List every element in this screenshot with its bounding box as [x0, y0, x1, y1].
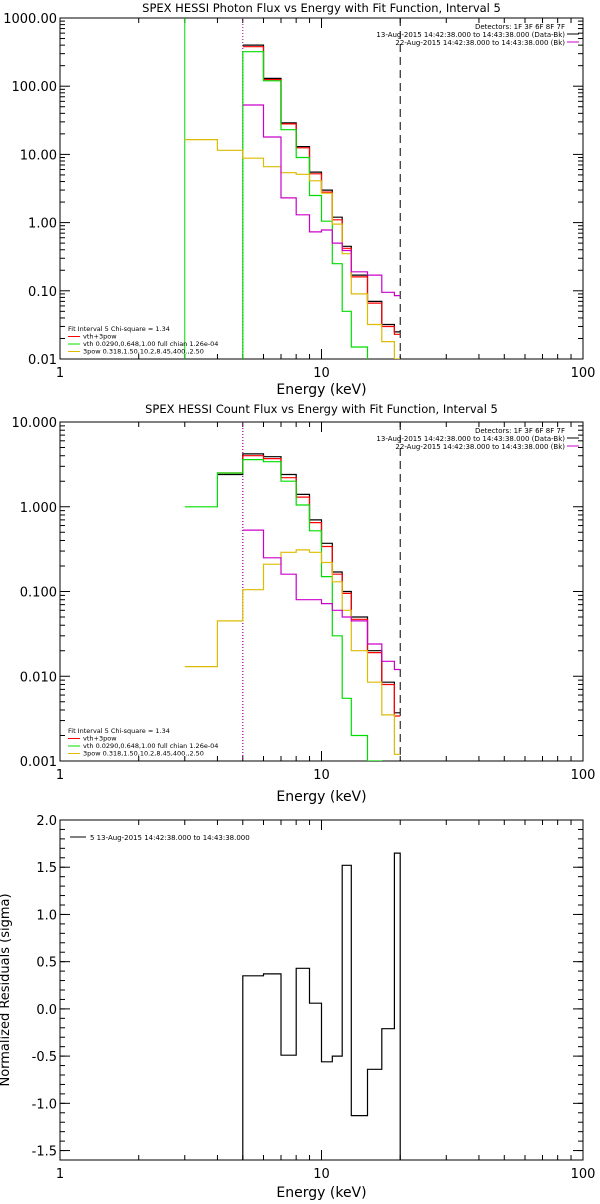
fit-legend-entry: 3pow 0.318,1.50,10.2,8.45,400.,2.50 — [83, 348, 204, 356]
fit-legend-entry: vth+3pow — [83, 333, 117, 341]
plot-area — [184, 453, 401, 761]
x-tick-label: 10 — [313, 366, 330, 381]
x-axis-label: Energy (keV) — [276, 1185, 366, 1200]
y-tick-label: 1.00 — [28, 217, 57, 232]
x-tick-label: 1 — [56, 366, 64, 381]
y-tick-label: 0.100 — [20, 586, 57, 601]
series-line-4 — [184, 139, 401, 359]
y-axis-label: Normalized Residuals (sigma) — [0, 893, 13, 1086]
x-tick-label: 100 — [571, 1167, 596, 1182]
series-line-1 — [242, 852, 401, 1160]
x-tick-label: 10 — [313, 768, 330, 783]
legend-entry: 5 13-Aug-2015 14:42:38.000 to 14:43:38.0… — [90, 834, 250, 842]
chart-panel-3: 1 10 100 -1.5 -1.0 -0.5 0.0 0.5 1.0 1.5 2.0 Energy … — [0, 814, 596, 1201]
legend-entry: Detectors: 1F 3F 6F 8F 7F — [475, 23, 565, 31]
series-line-3 — [184, 459, 383, 761]
series-line-4 — [184, 549, 401, 755]
chart-panel-2: SPEX HESSI Count Flux vs Energy with Fit… — [12, 402, 596, 805]
y-tick-label: -0.5 — [32, 1050, 57, 1065]
legend-entry: Detectors: 1F 3F 6F 8F 7F — [475, 427, 565, 435]
fit-legend-entry: vth 0.0290,0.648,1.00 full chian 1.26e-0… — [83, 340, 218, 348]
legend-entry: 22-Aug-2015 14:42:38.000 to 14:43:38.000… — [395, 39, 565, 47]
series-line-1 — [217, 453, 401, 714]
y-tick-label: 1.5 — [36, 861, 57, 876]
chart-title: SPEX HESSI Photon Flux vs Energy with Fi… — [142, 1, 501, 15]
series-line-5 — [242, 529, 401, 671]
y-tick-label: 0.001 — [20, 755, 57, 770]
y-tick-label: 0.010 — [20, 670, 57, 685]
fit-legend-entry: vth 0.0290,0.648,1.00 full chian 1.26e-0… — [83, 742, 218, 750]
y-tick-label: 0.5 — [36, 956, 57, 971]
y-tick-label: 10.000 — [12, 416, 58, 431]
y-tick-label: 0.10 — [28, 285, 57, 300]
series-line-2 — [217, 455, 401, 717]
plot-area — [242, 852, 401, 1160]
y-tick-label: 1.0 — [36, 908, 57, 923]
series-line-5 — [242, 104, 401, 297]
chart-title: SPEX HESSI Count Flux vs Energy with Fit… — [145, 402, 498, 416]
y-tick-label: -1.0 — [32, 1097, 57, 1112]
y-tick-label: 1.000 — [20, 501, 57, 516]
x-tick-label: 1 — [56, 1167, 64, 1182]
fit-legend-entry: 3pow 0.318,1.50,10.2,8.45,400.,2.50 — [83, 750, 204, 758]
x-tick-label: 10 — [313, 1167, 330, 1182]
y-tick-label: -1.5 — [32, 1145, 57, 1160]
y-tick-label: 100.00 — [12, 80, 58, 95]
x-tick-label: 100 — [571, 366, 596, 381]
plot-area — [184, 44, 401, 359]
legend-entry: 13-Aug-2015 14:42:38.000 to 14:43:38.000… — [376, 435, 565, 443]
chart-panel-1: SPEX HESSI Photon Flux vs Energy with Fi… — [3, 1, 595, 398]
x-tick-label: 100 — [571, 768, 596, 783]
y-tick-label: 2.0 — [36, 814, 57, 829]
fit-legend-entry: vth+3pow — [83, 735, 117, 743]
y-tick-label: 0.0 — [36, 1003, 57, 1018]
fit-legend-entry: Fit Interval 5 Chi-square = 1.34 — [68, 325, 170, 333]
y-tick-label: 0.01 — [28, 353, 57, 368]
y-tick-label: 10.00 — [20, 148, 57, 163]
x-axis-label: Energy (keV) — [276, 789, 366, 805]
series-line-3 — [242, 51, 369, 359]
legend-entry: 22-Aug-2015 14:42:38.000 to 14:43:38.000… — [395, 443, 565, 451]
x-tick-label: 1 — [56, 768, 64, 783]
legend-entry: 13-Aug-2015 14:42:38.000 to 14:43:38.000… — [376, 31, 565, 39]
y-tick-label: 1000.00 — [3, 12, 57, 27]
x-axis-label: Energy (keV) — [276, 382, 366, 398]
fit-legend-entry: Fit Interval 5 Chi-square = 1.34 — [68, 727, 170, 735]
